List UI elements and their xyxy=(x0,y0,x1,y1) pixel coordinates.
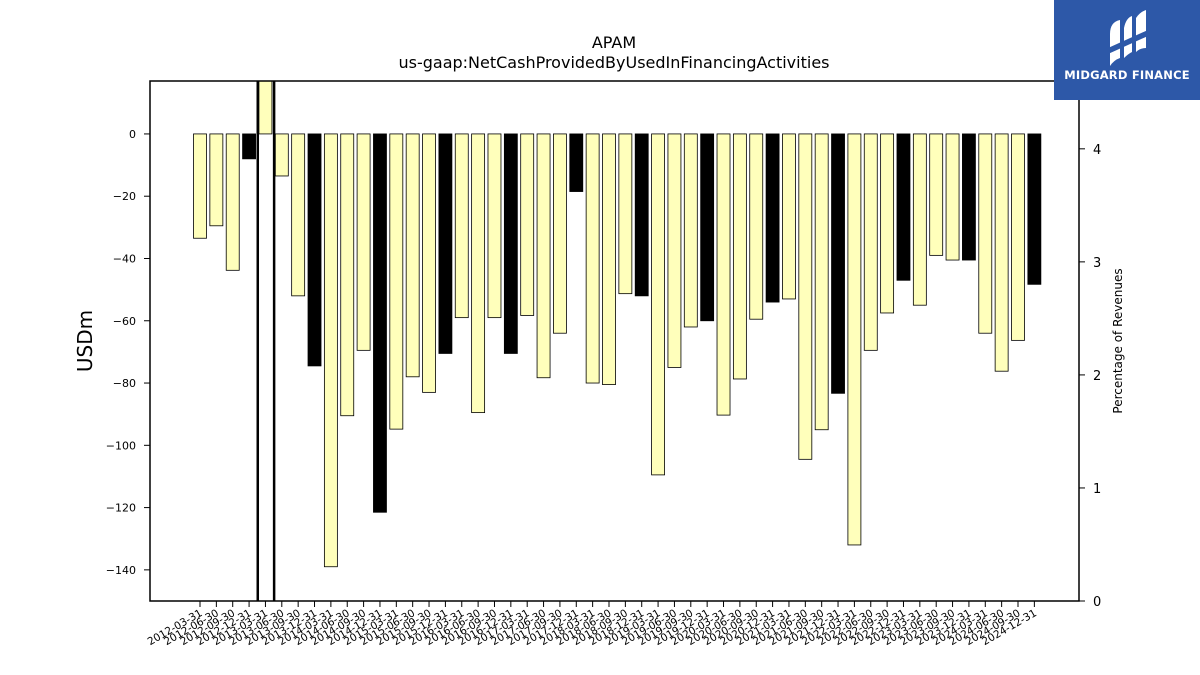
bar-2016-12-31 xyxy=(503,133,518,354)
bar-2024-03-31 xyxy=(978,133,993,334)
bar-2013-06-30 xyxy=(274,133,289,177)
bar-2013-09-30 xyxy=(291,133,306,297)
bar-2019-12-31 xyxy=(700,133,715,322)
bar-2016-03-31 xyxy=(454,133,469,319)
y-tick-label: −20 xyxy=(113,190,136,203)
bar-2015-03-31 xyxy=(389,133,404,430)
bar-2021-06-30 xyxy=(798,133,813,460)
bar-2021-12-31 xyxy=(831,133,845,394)
y2-axis-label: Percentage of Revenues xyxy=(1111,268,1125,413)
bar-2020-03-31 xyxy=(716,133,731,416)
bar-2022-09-30 xyxy=(880,133,895,314)
y-tick-label: −120 xyxy=(106,502,136,515)
logo-text: MIDGARD FINANCE xyxy=(1064,68,1190,82)
y-axis-label: USDm xyxy=(73,310,97,372)
bar-2022-06-30 xyxy=(863,133,878,351)
bar-2018-09-30 xyxy=(618,133,633,295)
bar-2014-12-31 xyxy=(373,133,387,513)
y-tick-label: −140 xyxy=(106,564,136,577)
x-axis: 2012-03-312012-06-302012-09-302012-12-31… xyxy=(146,601,1039,648)
bar-2018-12-31 xyxy=(634,133,649,297)
bar-2020-09-30 xyxy=(749,133,764,320)
bar-2019-09-30 xyxy=(683,133,698,328)
bar-2018-06-30 xyxy=(602,133,616,385)
bar-2022-12-31 xyxy=(896,133,911,281)
bar-2016-06-30 xyxy=(471,133,486,414)
bar-2018-03-31 xyxy=(585,133,600,384)
bar-2015-09-30 xyxy=(422,133,436,393)
bar-2024-09-30 xyxy=(1011,133,1025,341)
bar-2023-09-30 xyxy=(945,133,960,261)
bar-2012-09-30 xyxy=(225,133,240,271)
y-tick-label: −80 xyxy=(113,377,136,390)
bar-2016-09-30 xyxy=(487,133,502,319)
y-axis: 0 −20 −40 −60 −80 −100 −120 −140 xyxy=(106,128,150,577)
bar-2022-03-31 xyxy=(847,133,862,546)
bar-2024-12-31 xyxy=(1027,133,1042,285)
bar-2020-12-31 xyxy=(765,133,780,303)
bar-2017-03-31 xyxy=(520,133,535,316)
bar-2012-03-31 xyxy=(193,133,207,239)
bar-2019-03-31 xyxy=(651,133,665,476)
bar-2023-06-30 xyxy=(929,133,944,256)
y2-tick-label: 4 xyxy=(1093,143,1101,158)
bar-2023-12-31 xyxy=(962,133,976,261)
markers-group xyxy=(256,81,276,601)
bars-group xyxy=(193,81,1042,568)
bar-2021-03-31 xyxy=(782,133,796,300)
bar-2017-12-31 xyxy=(569,133,584,192)
y-tick-label: 0 xyxy=(129,128,136,141)
bar-2017-06-30 xyxy=(536,133,551,379)
bar-2019-06-30 xyxy=(667,133,682,368)
bar-2012-12-31 xyxy=(242,133,256,160)
bar-2015-12-31 xyxy=(438,133,453,354)
bar-2017-09-30 xyxy=(553,133,567,334)
logo: MIDGARD FINANCE xyxy=(1054,0,1200,100)
y-tick-label: −60 xyxy=(113,315,136,328)
bar-2014-06-30 xyxy=(340,133,355,417)
y-tick-label: −100 xyxy=(106,439,136,452)
bar-2021-09-30 xyxy=(814,133,829,431)
bar-2013-12-31 xyxy=(307,133,322,367)
plot-frame xyxy=(149,80,1080,602)
chart-subtitle: us-gaap:NetCashProvidedByUsedInFinancing… xyxy=(398,53,829,72)
y2-axis: 0 1 2 3 4 xyxy=(1079,143,1101,610)
bar-2024-06-30 xyxy=(994,133,1009,372)
bar-2012-06-30 xyxy=(209,133,224,227)
bar-2014-09-30 xyxy=(356,133,371,351)
midgard-logo-icon xyxy=(1108,10,1148,66)
y2-tick-label: 2 xyxy=(1093,369,1101,384)
bar-2023-03-31 xyxy=(912,133,927,306)
y2-tick-label: 1 xyxy=(1093,482,1101,497)
bar-2013-03-31 xyxy=(258,81,273,135)
y-tick-label: −40 xyxy=(113,252,136,265)
bar-2015-06-30 xyxy=(405,133,420,378)
y2-tick-label: 3 xyxy=(1093,256,1101,271)
bar-2014-03-31 xyxy=(323,133,338,568)
y2-tick-label: 0 xyxy=(1093,595,1101,610)
chart-title: APAM xyxy=(592,33,636,52)
bar-2020-06-30 xyxy=(732,133,747,380)
